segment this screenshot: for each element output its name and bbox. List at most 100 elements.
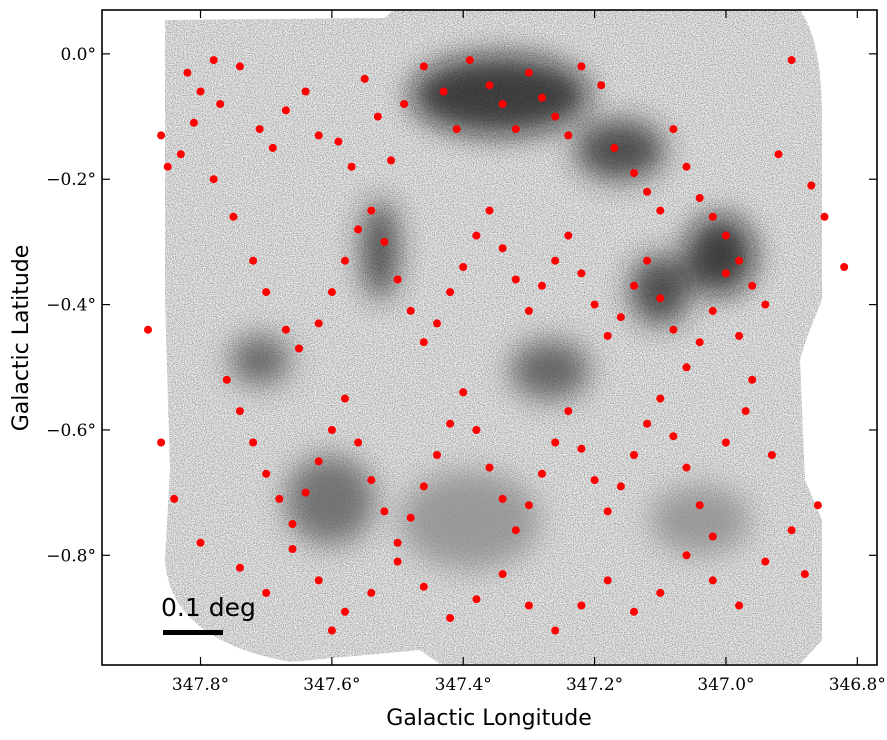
data-point	[511, 125, 520, 134]
data-point	[538, 469, 546, 478]
data-point	[682, 551, 691, 560]
data-point	[183, 68, 192, 77]
data-point	[393, 538, 402, 547]
x-tick-label: 347.8°	[172, 675, 229, 695]
data-point	[327, 426, 336, 434]
data-point	[721, 269, 730, 278]
data-point	[682, 463, 691, 472]
data-point	[485, 206, 494, 215]
data-point	[393, 275, 402, 284]
emission-image	[165, 10, 822, 664]
data-point	[564, 131, 573, 140]
data-point	[472, 231, 481, 240]
data-point	[235, 407, 244, 416]
data-point	[787, 526, 796, 535]
x-tick-label: 347.4°	[435, 675, 492, 695]
data-point	[767, 451, 776, 459]
data-point	[196, 538, 205, 547]
data-point	[538, 281, 546, 290]
x-axis-label: Galactic Longitude	[386, 706, 591, 731]
data-point	[603, 331, 612, 340]
data-point	[334, 137, 343, 146]
data-point	[577, 444, 586, 453]
data-point	[235, 563, 244, 572]
scale-bar-line	[163, 630, 223, 635]
data-point	[295, 344, 303, 353]
data-point	[603, 576, 612, 585]
x-tick-label: 347.0°	[697, 675, 754, 695]
data-point	[774, 150, 783, 159]
data-point	[314, 576, 323, 585]
data-point	[511, 275, 520, 284]
data-point	[524, 306, 533, 315]
data-point	[721, 231, 730, 240]
data-point	[551, 112, 560, 121]
data-point	[209, 56, 218, 65]
data-point	[222, 375, 231, 384]
data-point	[406, 306, 415, 315]
data-point	[446, 614, 455, 622]
data-point	[144, 325, 152, 334]
data-point	[157, 131, 166, 140]
data-point	[748, 281, 757, 290]
data-point	[708, 576, 717, 585]
data-point	[721, 438, 730, 447]
data-point	[433, 319, 441, 328]
data-point	[360, 74, 369, 83]
data-point	[630, 281, 638, 290]
data-point	[708, 532, 717, 541]
data-point	[485, 81, 494, 90]
x-axis-ticks: 347.8° 347.6° 347.4° 347.2° 347.0° 346.8°	[172, 10, 886, 695]
data-point	[813, 501, 822, 510]
data-point	[695, 194, 704, 202]
scale-bar-label: 0.1 deg	[161, 593, 256, 622]
y-tick-label: −0.8°	[46, 546, 96, 566]
data-point	[643, 187, 652, 196]
data-point	[189, 118, 198, 127]
data-point	[472, 595, 481, 604]
data-point	[393, 557, 402, 566]
data-point	[800, 570, 809, 579]
data-point	[419, 582, 428, 591]
data-point	[354, 438, 363, 447]
data-point	[498, 100, 507, 108]
data-point	[630, 451, 638, 459]
data-point	[275, 494, 284, 503]
data-point	[708, 212, 717, 221]
data-point	[439, 87, 448, 96]
data-point	[656, 588, 665, 597]
data-point	[564, 407, 573, 416]
data-point	[511, 526, 520, 535]
data-point	[249, 438, 258, 447]
data-point	[281, 106, 290, 115]
data-point	[708, 306, 717, 315]
data-point	[314, 457, 323, 466]
data-point	[577, 62, 586, 71]
data-point	[787, 56, 796, 65]
data-point	[433, 451, 441, 459]
data-point	[170, 494, 179, 503]
data-point	[610, 143, 619, 152]
data-point	[643, 256, 652, 265]
data-point	[735, 331, 744, 340]
data-point	[367, 206, 376, 215]
data-point	[419, 62, 428, 71]
data-point	[255, 125, 264, 134]
data-point	[380, 237, 389, 246]
data-point	[551, 256, 560, 265]
data-point	[157, 438, 166, 447]
data-point	[446, 419, 455, 428]
y-axis-ticks: 0.0° −0.2° −0.4° −0.6° −0.8°	[46, 45, 877, 566]
data-point	[695, 501, 704, 510]
data-point	[387, 156, 395, 165]
data-point	[314, 319, 323, 328]
data-point	[538, 93, 546, 102]
data-point	[577, 269, 586, 278]
data-point	[498, 494, 507, 503]
data-point	[341, 256, 349, 265]
data-point	[419, 338, 428, 347]
data-point	[669, 125, 678, 134]
data-point	[380, 507, 389, 516]
data-point	[341, 607, 349, 616]
